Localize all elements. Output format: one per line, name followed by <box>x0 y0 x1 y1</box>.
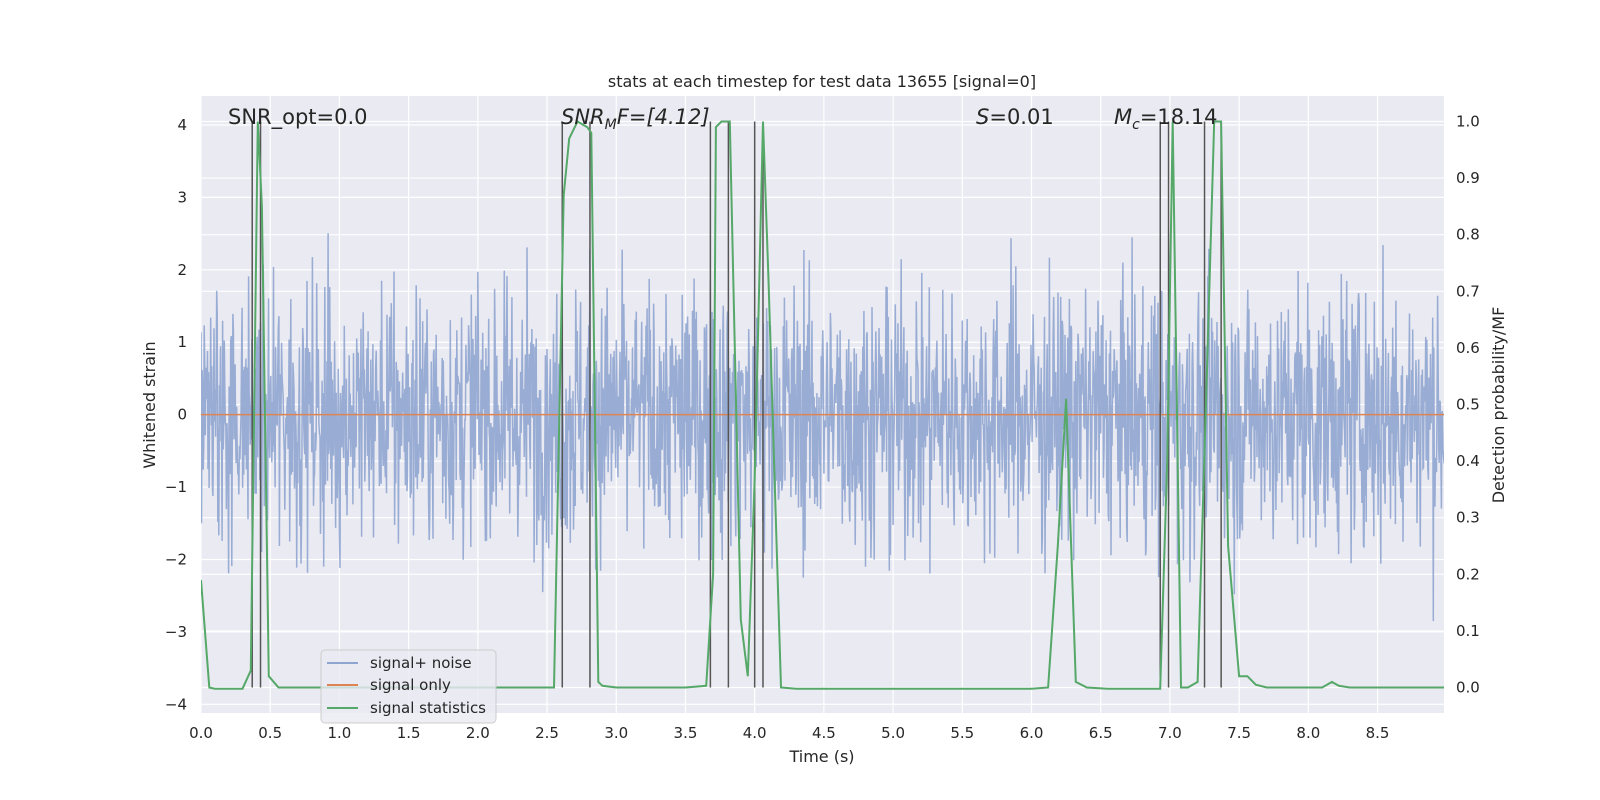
x-tick-label: 7.5 <box>1227 724 1251 742</box>
y-left-tick-label: −4 <box>165 695 187 713</box>
marker-layer <box>251 121 1222 688</box>
y-right-tick-label: 0.2 <box>1456 565 1480 583</box>
y-right-tick-label: 0.3 <box>1456 509 1480 527</box>
y-right-axis-label: Detection probability/MF <box>1489 307 1508 504</box>
y-left-tick-label: 0 <box>177 406 187 424</box>
y-right-tick-label: 0.8 <box>1456 226 1480 244</box>
x-tick-labels: 0.0 0.5 1.0 1.5 2.0 2.5 3.0 3.5 4.0 4.5 5.0 5.5 6.0 6… <box>189 724 1389 742</box>
annotation-snr-opt: SNR_opt=0.0 <box>228 105 368 130</box>
x-tick-label: 6.5 <box>1089 724 1113 742</box>
annotation-s: S=0.01 <box>976 105 1054 129</box>
x-tick-label: 5.0 <box>881 724 905 742</box>
y-left-tick-labels: 4 3 2 1 0 −1 −2 −3 −4 <box>165 116 187 713</box>
y-right-tick-label: 0.4 <box>1456 452 1480 470</box>
x-axis-label: Time (s) <box>788 747 854 766</box>
legend-label-signal-only: signal only <box>370 676 451 694</box>
y-right-tick-label: 0.6 <box>1456 339 1480 357</box>
x-tick-label: 5.5 <box>950 724 974 742</box>
y-right-tick-label: 0.0 <box>1456 679 1480 697</box>
x-tick-label: 2.5 <box>535 724 559 742</box>
x-tick-label: 0.5 <box>258 724 282 742</box>
y-left-tick-label: −3 <box>165 623 187 641</box>
y-right-tick-label: 0.7 <box>1456 282 1480 300</box>
y-left-tick-label: −1 <box>165 478 187 496</box>
x-tick-label: 6.0 <box>1020 724 1044 742</box>
y-left-tick-label: 1 <box>177 333 187 351</box>
x-tick-label: 4.5 <box>812 724 836 742</box>
y-left-tick-label: 4 <box>177 116 187 134</box>
y-right-tick-labels: 1.0 0.9 0.8 0.7 0.6 0.5 0.4 0.3 0.2 0.1 0.0 <box>1456 112 1480 696</box>
chart-title: stats at each timestep for test data 136… <box>608 72 1036 91</box>
x-tick-label: 3.5 <box>674 724 698 742</box>
x-tick-label: 0.0 <box>189 724 213 742</box>
annotation-mc: Mc=18.14 <box>1114 105 1218 133</box>
x-tick-label: 4.0 <box>743 724 767 742</box>
series-signal-noise <box>201 233 1444 622</box>
y-left-tick-label: −2 <box>165 550 187 568</box>
y-left-tick-label: 3 <box>177 188 187 206</box>
x-tick-label: 7.0 <box>1158 724 1182 742</box>
x-tick-label: 1.5 <box>397 724 421 742</box>
x-tick-label: 8.5 <box>1366 724 1390 742</box>
y-right-tick-label: 0.9 <box>1456 169 1480 187</box>
annotation-snr-mf: SNRMF=[4.12] <box>561 105 710 133</box>
x-tick-label: 1.0 <box>327 724 351 742</box>
y-left-axis-label: Whitened strain <box>140 341 159 468</box>
y-right-tick-label: 1.0 <box>1456 112 1480 130</box>
x-tick-label: 3.0 <box>604 724 628 742</box>
legend-label-signal-noise: signal+ noise <box>370 654 472 672</box>
x-tick-label: 2.0 <box>466 724 490 742</box>
legend-label-signal-statistics: signal statistics <box>370 699 486 717</box>
legend-box <box>320 649 497 724</box>
x-tick-label: 8.0 <box>1296 724 1320 742</box>
noise-layer <box>201 233 1444 622</box>
y-left-tick-label: 2 <box>177 261 187 279</box>
y-right-tick-label: 0.1 <box>1456 622 1480 640</box>
y-right-tick-label: 0.5 <box>1456 396 1480 414</box>
legend: signal+ noise signal only signal statist… <box>320 649 497 724</box>
